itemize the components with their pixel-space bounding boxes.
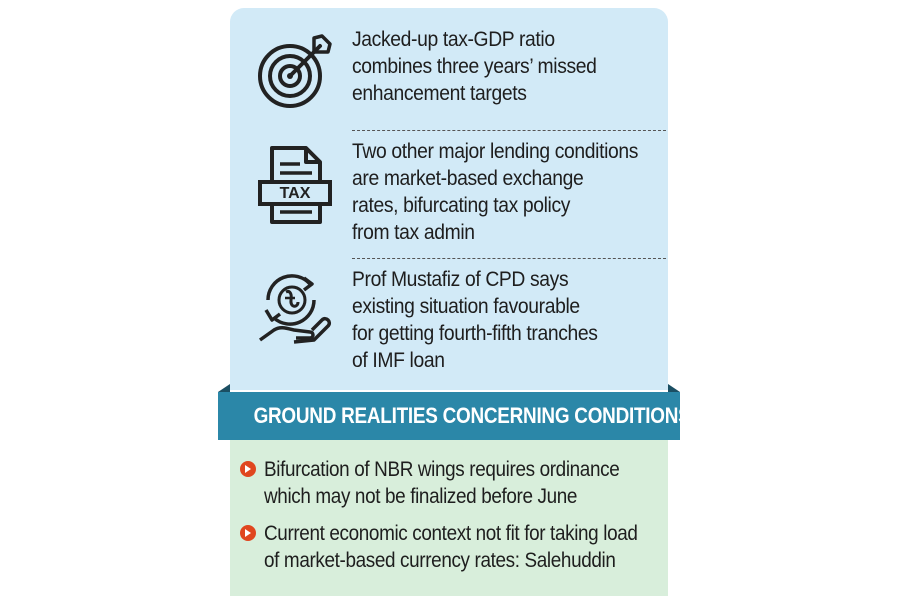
infographic-card: Jacked-up tax-GDP ratio combines three y… [218,4,691,596]
list-item-text: Current economic context not fit for tak… [264,522,638,572]
banner-title: GROUND REALITIES CONCERNING CONDITIONS [253,403,691,428]
target-icon [254,32,334,112]
tax-label: TAX [279,185,311,202]
tax-document-icon: TAX [254,144,334,224]
key-point-text: Two other major lending conditions are m… [352,140,639,244]
dashed-divider [352,258,666,259]
banner-fold-left [218,384,230,392]
list-item-text: Bifurcation of NBR wings requires ordina… [264,458,620,508]
chevron-right-circle-icon [240,525,256,541]
chevron-right-circle-icon [240,461,256,477]
key-points-panel: Jacked-up tax-GDP ratio combines three y… [230,8,668,390]
taka-hand-cycle-icon [254,270,334,350]
dashed-divider [352,130,666,131]
banner-fold-right [668,384,680,392]
ground-realities-panel: Bifurcation of NBR wings requires ordina… [230,440,668,596]
key-point-text: Jacked-up tax-GDP ratio combines three y… [352,28,597,105]
key-point-text: Prof Mustafiz of CPD says existing situa… [352,268,598,372]
section-banner: GROUND REALITIES CONCERNING CONDITIONS [218,392,691,440]
